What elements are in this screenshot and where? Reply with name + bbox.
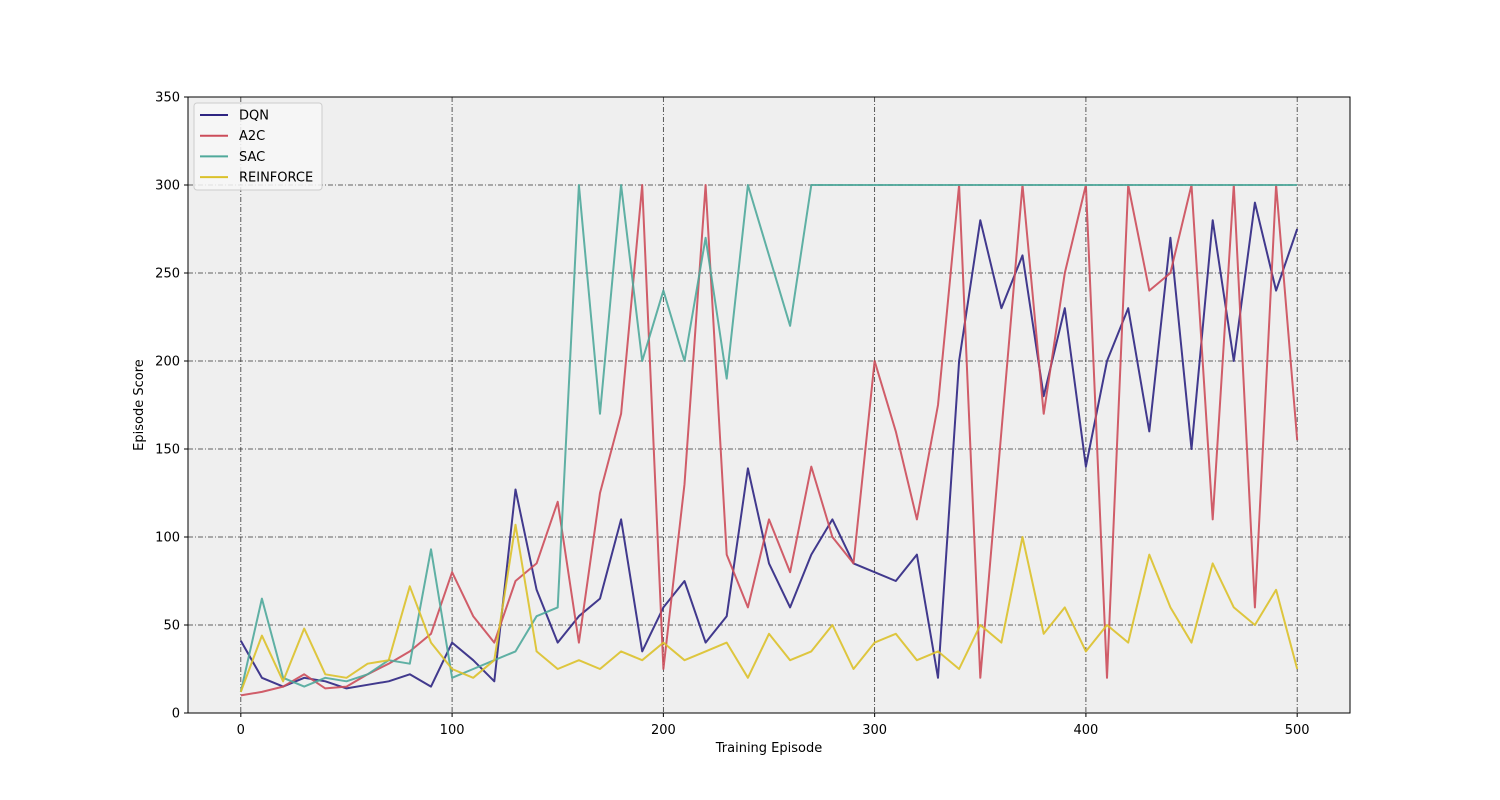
x-tick-label: 0 bbox=[237, 723, 245, 738]
x-tick-label: 400 bbox=[1073, 723, 1098, 738]
y-axis-ticks: 0 50 100 150 200 250 300 350 bbox=[155, 91, 188, 722]
y-tick-label: 200 bbox=[155, 355, 180, 370]
plot-background bbox=[188, 97, 1350, 713]
x-axis-ticks: 0 100 200 300 400 500 bbox=[237, 713, 1310, 738]
x-tick-label: 100 bbox=[440, 723, 465, 738]
plot-frame bbox=[187, 96, 1351, 714]
y-axis-label: Episode Score bbox=[132, 359, 147, 451]
y-tick-label: 100 bbox=[155, 531, 180, 546]
x-tick-label: 200 bbox=[651, 723, 676, 738]
series-lines bbox=[239, 184, 1299, 697]
legend-label-dqn: DQN bbox=[239, 109, 269, 124]
series-line-sac bbox=[239, 184, 1298, 693]
series-line-dqn bbox=[239, 201, 1299, 690]
legend-box bbox=[193, 102, 323, 191]
y-tick-label: 50 bbox=[163, 619, 180, 634]
legend: DQN A2C SAC REINFORCE bbox=[193, 102, 323, 191]
x-tick-label: 300 bbox=[862, 723, 887, 738]
x-axis-label: Training Episode bbox=[715, 741, 822, 756]
legend-label-a2c: A2C bbox=[239, 129, 265, 144]
legend-label-reinforce: REINFORCE bbox=[239, 171, 313, 186]
series-line-reinforce bbox=[239, 523, 1299, 693]
y-tick-label: 0 bbox=[172, 707, 180, 722]
y-tick-label: 300 bbox=[155, 179, 180, 194]
legend-label-sac: SAC bbox=[239, 150, 265, 165]
y-tick-label: 250 bbox=[155, 267, 180, 282]
y-tick-label: 150 bbox=[155, 443, 180, 458]
x-tick-label: 500 bbox=[1285, 723, 1310, 738]
y-tick-label: 350 bbox=[155, 91, 180, 106]
series-line-a2c bbox=[240, 184, 1299, 697]
